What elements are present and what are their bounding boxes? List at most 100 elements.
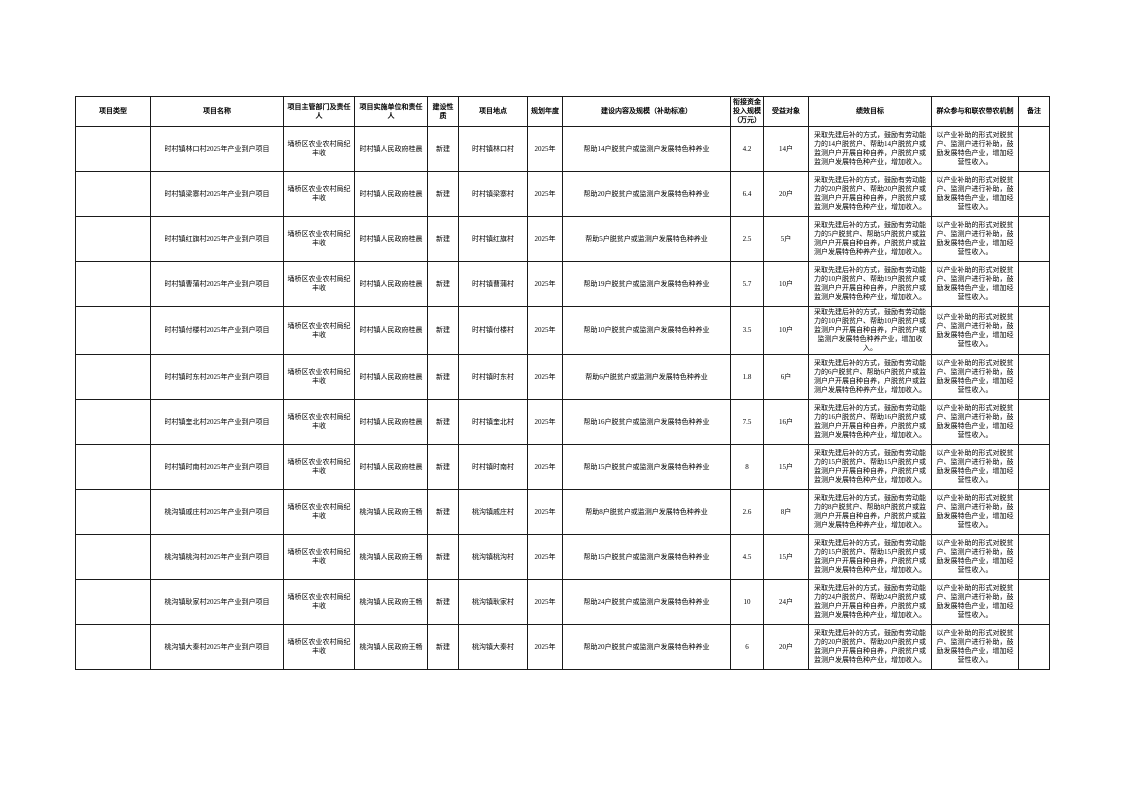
cell-remark [1018,579,1050,625]
table-row: 时村镇曹蒲村2025年产业到户项目 埇桥区农业农村局纪丰收 时村镇人民政府桂晨 新建时… [75,261,1050,307]
cell-plan-year: 2025年 [527,171,563,217]
cell-build-content: 帮助5户脱贫户或监测户发展特色种养业 [562,216,731,262]
cell-remark [1018,261,1050,307]
cell-fund-scale: 10 [730,579,764,625]
cell-performance-goal: 采取先建后补的方式，鼓励有劳动能力的24户脱贫户、帮助24户脱贫户或监测户户开展… [808,579,932,625]
cell-remark [1018,306,1050,355]
cell-project-location: 桃沟镇桃沟村 [458,534,528,580]
cell-performance-goal: 采取先建后补的方式，鼓励有劳动能力的14户脱贫户、帮助14户脱贫户或监测户户开展… [808,126,932,172]
cell-participation-mechanism: 以产业补助的形式对脱贫户、监测户进行补助，鼓励发展特色产业，增加经营性收入。 [931,126,1019,172]
cell-project-name: 桃沟镇桃沟村2025年产业到户项目 [150,534,284,580]
cell-dept-and-owner: 埇桥区农业农村局纪丰收 [283,444,355,490]
cell-build-nature: 新建 [427,444,459,490]
cell-plan-year: 2025年 [527,354,563,400]
table-row: 时村镇红旗村2025年产业到户项目 埇桥区农业农村局纪丰收 时村镇人民政府桂晨 新建时… [75,216,1050,262]
column-header-project-type: 项目类型 [75,96,151,127]
cell-beneficiary: 10户 [763,306,809,355]
column-header-project-location: 项目地点 [458,96,528,127]
cell-beneficiary: 15户 [763,534,809,580]
cell-build-nature: 新建 [427,216,459,262]
cell-project-name: 时村镇梁寨村2025年产业到户项目 [150,171,284,217]
cell-participation-mechanism: 以产业补助的形式对脱贫户、监测户进行补助，鼓励发展特色产业，增加经营性收入。 [931,399,1019,445]
cell-project-location: 时村镇红旗村 [458,216,528,262]
cell-build-content: 帮助15户脱贫户或监测户发展特色种养业 [562,444,731,490]
cell-project-location: 桃沟镇戚庄村 [458,489,528,535]
cell-build-nature: 新建 [427,489,459,535]
cell-project-name: 时村镇时南村2025年产业到户项目 [150,444,284,490]
cell-remark [1018,444,1050,490]
cell-plan-year: 2025年 [527,444,563,490]
table-row: 时村镇时南村2025年产业到户项目 埇桥区农业农村局纪丰收 时村镇人民政府桂晨 新建时… [75,444,1050,490]
column-header-fund-scale: 衔接资金投入规模（万元） [730,96,764,127]
cell-build-content: 帮助15户脱贫户或监测户发展特色种养业 [562,534,731,580]
cell-build-nature: 新建 [427,624,459,670]
cell-project-type [75,306,151,355]
column-header-project-name: 项目名称 [150,96,284,127]
cell-build-nature: 新建 [427,171,459,217]
cell-project-type [75,399,151,445]
cell-build-nature: 新建 [427,399,459,445]
cell-dept-and-owner: 埇桥区农业农村局纪丰收 [283,579,355,625]
column-header-build-content: 建设内容及规模（补助标准） [562,96,731,127]
cell-dept-and-owner: 埇桥区农业农村局纪丰收 [283,261,355,307]
cell-impl-unit-and-owner: 时村镇人民政府桂晨 [354,216,428,262]
cell-performance-goal: 采取先建后补的方式，鼓励有劳动能力的15户脱贫户、帮助15户脱贫户或监测户户开展… [808,444,932,490]
cell-participation-mechanism: 以产业补助的形式对脱贫户、监测户进行补助，鼓励发展特色产业，增加经营性收入。 [931,534,1019,580]
cell-plan-year: 2025年 [527,534,563,580]
cell-beneficiary: 8户 [763,489,809,535]
cell-fund-scale: 3.5 [730,306,764,355]
cell-build-content: 帮助14户脱贫户或监测户发展特色种养业 [562,126,731,172]
cell-participation-mechanism: 以产业补助的形式对脱贫户、监测户进行补助，鼓励发展特色产业，增加经营性收入。 [931,171,1019,217]
table-row: 时村镇付楼村2025年产业到户项目 埇桥区农业农村局纪丰收 时村镇人民政府桂晨 新建时… [75,306,1050,355]
cell-impl-unit-and-owner: 时村镇人民政府桂晨 [354,354,428,400]
cell-dept-and-owner: 埇桥区农业农村局纪丰收 [283,216,355,262]
cell-project-location: 时村镇曹蒲村 [458,261,528,307]
cell-project-location: 桃沟镇大秦村 [458,624,528,670]
cell-performance-goal: 采取先建后补的方式，鼓励有劳动能力的15户脱贫户、帮助15户脱贫户或监测户户开展… [808,534,932,580]
cell-remark [1018,534,1050,580]
cell-plan-year: 2025年 [527,579,563,625]
cell-project-type [75,216,151,262]
column-header-beneficiary: 受益对象 [763,96,809,127]
cell-beneficiary: 20户 [763,624,809,670]
cell-build-content: 帮助6户脱贫户或监测户发展特色种养业 [562,354,731,400]
cell-impl-unit-and-owner: 桃沟镇人民政府王畅 [354,534,428,580]
cell-remark [1018,354,1050,400]
cell-build-nature: 新建 [427,126,459,172]
cell-project-type [75,126,151,172]
cell-participation-mechanism: 以产业补助的形式对脱贫户、监测户进行补助，鼓励发展特色产业，增加经营性收入。 [931,489,1019,535]
cell-project-name: 时村镇红旗村2025年产业到户项目 [150,216,284,262]
cell-project-name: 桃沟镇大秦村2025年产业到户项目 [150,624,284,670]
cell-project-location: 时村镇付楼村 [458,306,528,355]
cell-beneficiary: 5户 [763,216,809,262]
cell-beneficiary: 16户 [763,399,809,445]
table-row: 时村镇梁寨村2025年产业到户项目 埇桥区农业农村局纪丰收 时村镇人民政府桂晨 新建时… [75,171,1050,217]
cell-fund-scale: 7.5 [730,399,764,445]
cell-build-nature: 新建 [427,306,459,355]
cell-participation-mechanism: 以产业补助的形式对脱贫户、监测户进行补助，鼓励发展特色产业，增加经营性收入。 [931,216,1019,262]
cell-impl-unit-and-owner: 桃沟镇人民政府王畅 [354,489,428,535]
column-header-remark: 备注 [1018,96,1050,127]
column-header-participation-mechanism: 群众参与和联农带农机制 [931,96,1019,127]
cell-project-type [75,489,151,535]
cell-project-location: 时村镇时东村 [458,354,528,400]
cell-participation-mechanism: 以产业补助的形式对脱贫户、监测户进行补助，鼓励发展特色产业，增加经营性收入。 [931,261,1019,307]
column-header-dept-and-owner: 项目主管部门及责任人 [283,96,355,127]
table-row: 时村镇时东村2025年产业到户项目 埇桥区农业农村局纪丰收 时村镇人民政府桂晨 新建时… [75,354,1050,400]
cell-beneficiary: 15户 [763,444,809,490]
cell-project-type [75,171,151,217]
cell-project-name: 时村镇付楼村2025年产业到户项目 [150,306,284,355]
cell-plan-year: 2025年 [527,306,563,355]
cell-dept-and-owner: 埇桥区农业农村局纪丰收 [283,489,355,535]
cell-dept-and-owner: 埇桥区农业农村局纪丰收 [283,126,355,172]
cell-dept-and-owner: 埇桥区农业农村局纪丰收 [283,624,355,670]
cell-build-content: 帮助24户脱贫户或监测户发展特色种养业 [562,579,731,625]
cell-dept-and-owner: 埇桥区农业农村局纪丰收 [283,534,355,580]
cell-project-name: 桃沟镇耿家村2025年产业到户项目 [150,579,284,625]
cell-participation-mechanism: 以产业补助的形式对脱贫户、监测户进行补助，鼓励发展特色产业，增加经营性收入。 [931,624,1019,670]
cell-project-type [75,579,151,625]
cell-build-nature: 新建 [427,354,459,400]
cell-remark [1018,624,1050,670]
cell-build-content: 帮助20户脱贫户或监测户发展特色种养业 [562,171,731,217]
cell-performance-goal: 采取先建后补的方式，鼓励有劳动能力的6户脱贫户、帮助6户脱贫户或监测户户开展自种… [808,354,932,400]
